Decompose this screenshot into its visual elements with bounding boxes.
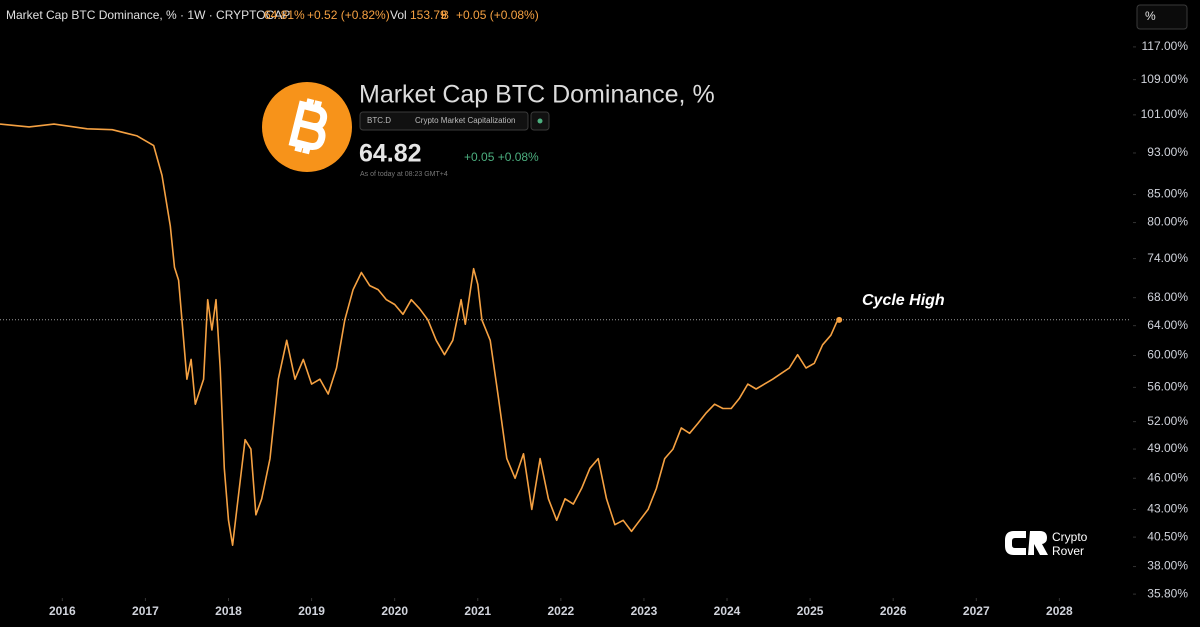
y-tick-label: 74.00% xyxy=(1147,251,1188,265)
y-tick-label: 93.00% xyxy=(1147,145,1188,159)
vol-unit: B xyxy=(441,8,449,22)
x-tick-label: 2028 xyxy=(1046,604,1073,618)
x-tick-label: 2020 xyxy=(381,604,408,618)
ticker-badge xyxy=(359,111,529,131)
vol-label: Vol xyxy=(390,8,407,22)
overlay-price: 64.82 xyxy=(359,140,422,168)
scale-button-label[interactable]: % xyxy=(1145,9,1156,23)
y-tick-label: 80.00% xyxy=(1147,215,1188,229)
x-tick-label: 2026 xyxy=(880,604,907,618)
exchange: Crypto Market Capitalization xyxy=(415,116,515,125)
y-tick-label: 85.00% xyxy=(1147,187,1188,201)
y-tick-label: 117.00% xyxy=(1142,39,1189,53)
vol-value: 153.79 xyxy=(410,8,447,22)
status-dot xyxy=(537,118,543,124)
y-tick-label: 68.00% xyxy=(1147,290,1188,304)
scale-button[interactable] xyxy=(1136,4,1188,30)
x-tick-label: 2021 xyxy=(464,604,491,618)
y-tick-label: 43.00% xyxy=(1147,502,1188,516)
y-tick-label: 101.00% xyxy=(1141,107,1189,121)
overlay-change: +0.05 +0.08% xyxy=(464,150,539,164)
x-tick-label: 2025 xyxy=(797,604,824,618)
timestamp: As of today at 08:23 GMT+4 xyxy=(360,171,448,178)
watermark-line1: Crypto xyxy=(1052,530,1088,544)
last-point xyxy=(836,316,843,323)
x-tick-label: 2019 xyxy=(298,604,325,618)
vol-change: +0.05 (+0.08%) xyxy=(456,8,539,22)
x-tick-label: 2023 xyxy=(631,604,658,618)
x-tick-label: 2022 xyxy=(547,604,574,618)
annotation: Cycle High xyxy=(862,292,945,309)
line-series xyxy=(0,123,840,546)
change: +0.52 (+0.82%) xyxy=(307,8,390,22)
y-tick-label: 40.50% xyxy=(1147,529,1188,543)
x-tick-label: 2018 xyxy=(215,604,242,618)
y-tick-label: 56.00% xyxy=(1147,380,1188,394)
x-tick-label: 2024 xyxy=(714,604,741,618)
symbol: Market Cap BTC Dominance, % · 1W · CRYPT… xyxy=(6,8,290,22)
x-tick-label: 2027 xyxy=(963,604,990,618)
y-tick-label: 49.00% xyxy=(1147,441,1188,455)
y-tick-label: 35.80% xyxy=(1147,586,1188,600)
ticker: BTC.D xyxy=(367,116,391,125)
bitcoin-glyph xyxy=(288,98,328,155)
last-value: 64.81% xyxy=(264,8,305,22)
y-tick-label: 109.00% xyxy=(1141,72,1189,86)
x-tick-label: 2016 xyxy=(49,604,76,618)
overlay-title: Market Cap BTC Dominance, % xyxy=(359,81,715,109)
y-tick-label: 52.00% xyxy=(1147,414,1188,428)
watermark-logo xyxy=(1005,531,1048,555)
y-tick-label: 60.00% xyxy=(1147,348,1188,362)
x-tick-label: 2017 xyxy=(132,604,159,618)
y-tick-label: 38.00% xyxy=(1147,559,1188,573)
y-tick-label: 46.00% xyxy=(1147,470,1188,484)
y-tick-label: 64.00% xyxy=(1147,318,1188,332)
watermark-line2: Rover xyxy=(1052,544,1084,558)
